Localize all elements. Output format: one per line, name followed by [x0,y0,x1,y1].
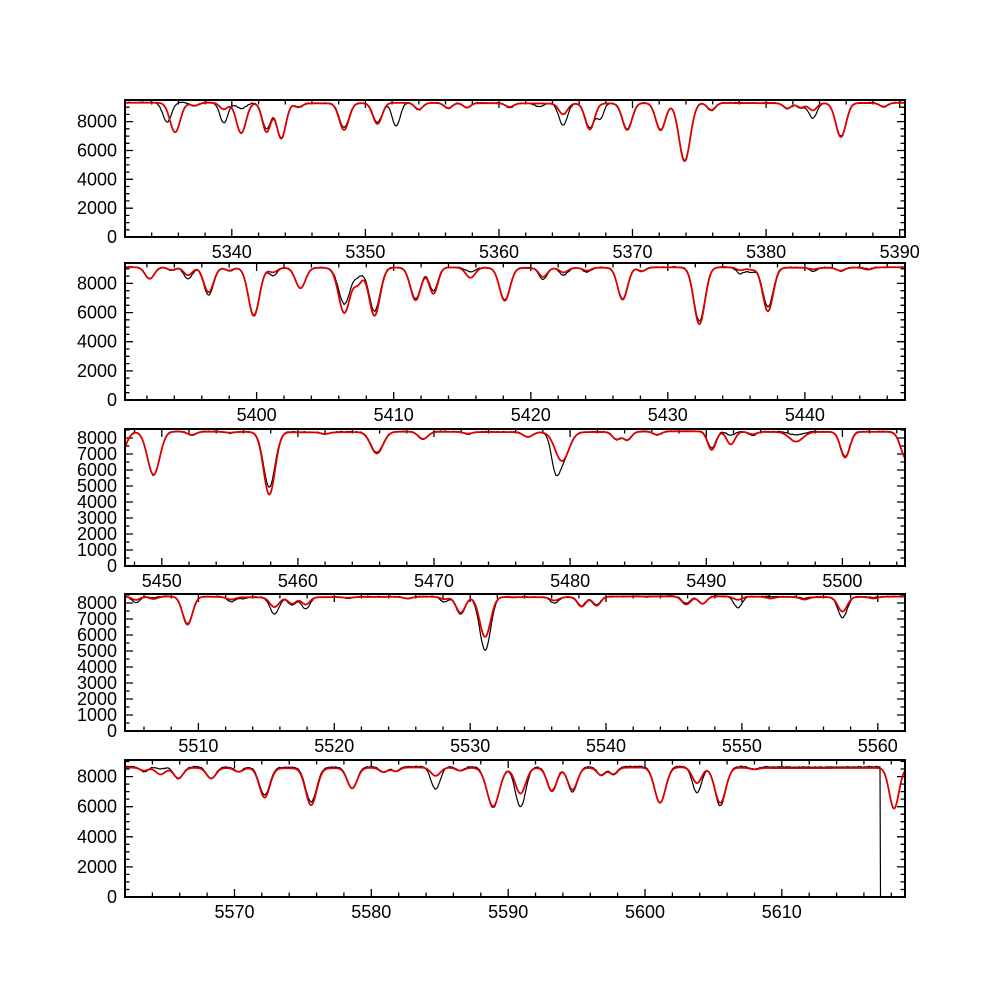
x-tick-label: 5340 [212,242,252,262]
x-tick-label: 5510 [178,736,218,756]
x-tick-label: 5460 [278,571,318,591]
y-tick-label: 6000 [77,797,117,817]
x-tick-label: 5610 [762,902,802,922]
y-tick-label: 8000 [77,593,117,613]
x-tick-label: 5440 [785,405,825,425]
y-tick-label: 0 [107,227,117,247]
x-tick-label: 5430 [648,405,688,425]
observed-spectrum-line [124,594,906,651]
y-tick-label: 3000 [77,508,117,528]
x-tick-label: 5420 [511,405,551,425]
x-tick-label: 5380 [746,242,786,262]
y-tick-label: 4000 [77,332,117,352]
y-tick-label: 8000 [77,767,117,787]
panel-frame [124,99,906,238]
model-fit-line [124,101,906,163]
y-tick-label: 6000 [77,625,117,645]
y-tick-label: 2000 [77,524,117,544]
y-tick-label: 2000 [77,689,117,709]
x-tick-label: 5370 [612,242,652,262]
model-fit-line [124,430,906,496]
axis-ticks [125,429,905,567]
y-tick-label: 0 [107,887,117,907]
y-tick-label: 0 [107,721,117,741]
x-tick-label: 5480 [550,571,590,591]
x-tick-label: 5350 [345,242,385,262]
y-tick-label: 5000 [77,641,117,661]
x-tick-label: 5450 [142,571,182,591]
spectrum-panel-1: 5340 5350 5360 5370 5380 5390 0 2000 4000 6000 800… [77,99,920,262]
x-tick-label: 5360 [479,242,519,262]
axis-ticks [125,594,906,732]
spectrum-panel-4: 5510 5520 5530 5540 5550 5560 0100020003000400… [77,593,906,756]
x-tick-label: 5590 [488,902,528,922]
y-tick-label: 4000 [77,169,117,189]
x-tick-label: 5570 [214,902,254,922]
y-tick-label: 6000 [77,303,117,323]
y-tick-label: 4000 [77,492,117,512]
model-fit-line [124,766,906,810]
y-tick-label: 4000 [77,827,117,847]
observed-spectrum-line [124,430,906,488]
x-tick-label: 5410 [374,405,414,425]
x-tick-label: 5550 [722,736,762,756]
y-tick-label: 7000 [77,609,117,629]
x-tick-label: 5390 [880,242,920,262]
y-tick-label: 1000 [77,705,117,725]
x-tick-label: 5490 [686,571,726,591]
x-tick-label: 5500 [822,571,862,591]
axis-ticks [125,263,905,401]
x-tick-label: 5580 [351,902,391,922]
axis-ticks [124,99,905,238]
y-tick-label: 0 [107,556,117,576]
y-tick-label: 6000 [77,141,117,161]
y-tick-label: 2000 [77,198,117,218]
y-tick-label: 3000 [77,673,117,693]
panel-frame [124,428,906,567]
y-tick-label: 8000 [77,112,117,132]
y-tick-label: 2000 [77,361,117,381]
model-fit-line [124,595,906,638]
x-tick-label: 5470 [414,571,454,591]
y-tick-label: 4000 [77,657,117,677]
x-tick-label: 5400 [237,405,277,425]
y-tick-label: 0 [107,390,117,410]
x-tick-label: 5540 [586,736,626,756]
y-tick-label: 5000 [77,476,117,496]
spectrum-panel-5: 5570 5580 5590 5600 5610 0 2000 4000 6000 8000 [77,759,906,922]
spectrum-panel-3: 5450 5460 5470 5480 5490 5500 0100020003000400… [77,428,906,591]
x-tick-label: 5600 [625,902,665,922]
y-tick-label: 8000 [77,273,117,293]
observed-spectrum-line [124,266,906,322]
x-tick-label: 5560 [858,736,898,756]
model-fit-line [124,266,906,326]
y-tick-label: 2000 [77,857,117,877]
y-tick-label: 7000 [77,444,117,464]
panel-frame [124,262,906,401]
x-tick-label: 5530 [450,736,490,756]
y-tick-label: 1000 [77,540,117,560]
x-tick-label: 5520 [314,736,354,756]
spectrum-panel-2: 5400 5410 5420 5430 5440 0 2000 4000 6000 8000 [77,262,906,425]
observed-spectrum-line [124,765,906,898]
panel-frame [124,593,906,732]
y-tick-label: 8000 [77,428,117,448]
y-tick-label: 6000 [77,460,117,480]
panel-frame [124,759,906,898]
